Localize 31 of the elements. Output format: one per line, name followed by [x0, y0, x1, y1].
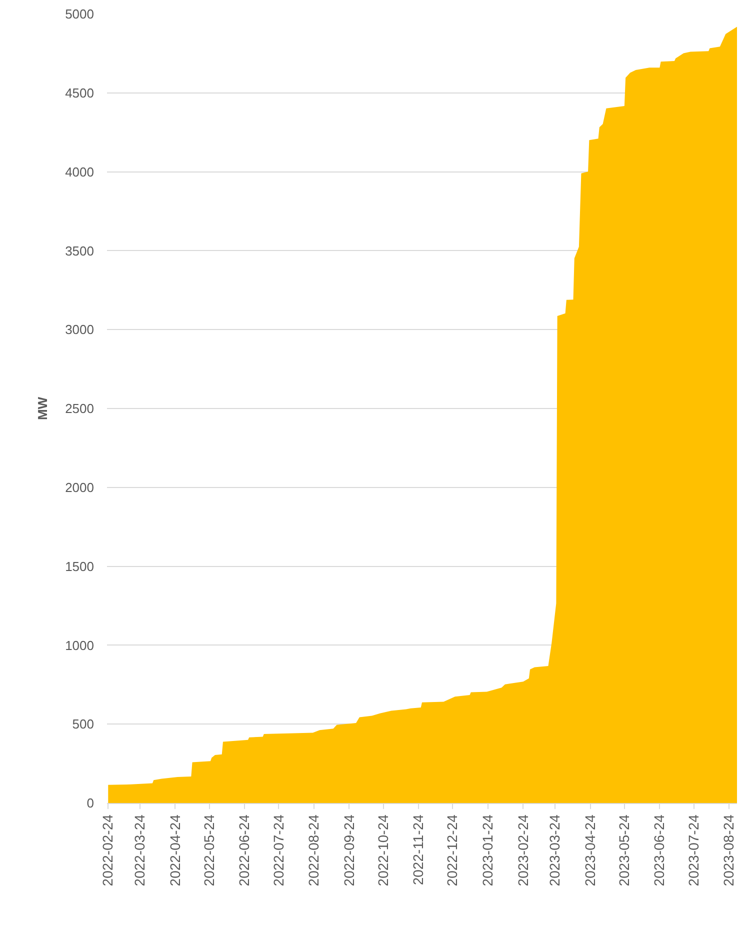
- y-tick-label: 1500: [65, 558, 94, 574]
- x-tick-label: 2022-02-24: [100, 814, 116, 886]
- x-tick-label: 2022-09-24: [340, 814, 357, 886]
- x-tick-label: 2022-12-24: [444, 814, 460, 886]
- x-tick-label: 2023-01-24: [480, 814, 496, 886]
- x-tick-label: 2022-10-24: [374, 814, 391, 886]
- x-tick-label: 2022-06-24: [236, 814, 252, 886]
- x-tick-label: 2023-06-24: [651, 814, 668, 886]
- y-tick-label: 0: [86, 796, 94, 811]
- x-tick-label: 2022-04-24: [166, 814, 183, 886]
- x-tick-label: 2022-08-24: [306, 814, 322, 886]
- y-tick-label: 3000: [65, 322, 94, 338]
- y-tick-label: 4000: [65, 164, 94, 180]
- x-tick-label: 2022-07-24: [270, 814, 286, 886]
- x-tick-label: 2022-03-24: [132, 814, 148, 886]
- y-axis-title: MW: [35, 396, 50, 420]
- y-tick-label: 2000: [65, 480, 94, 495]
- y-tick-label: 2500: [65, 401, 94, 416]
- x-tick-label: 2023-02-24: [514, 814, 531, 886]
- y-tick-label: 500: [72, 716, 94, 732]
- x-tick-label: 2023-04-24: [582, 814, 598, 886]
- y-tick-label: 4500: [65, 85, 94, 100]
- x-tick-label: 2023-08-24: [720, 814, 737, 886]
- x-tick-label: 2022-11-24: [410, 814, 426, 886]
- x-tick-label: 2022-05-24: [200, 814, 217, 886]
- x-tick-label: 2023-03-24: [546, 814, 563, 886]
- y-tick-label: 3500: [65, 243, 94, 258]
- x-tick-label: 2023-07-24: [685, 814, 702, 886]
- y-tick-label: 5000: [65, 6, 94, 22]
- y-tick-label: 1000: [65, 638, 94, 653]
- x-tick-label: 2023-05-24: [616, 814, 632, 886]
